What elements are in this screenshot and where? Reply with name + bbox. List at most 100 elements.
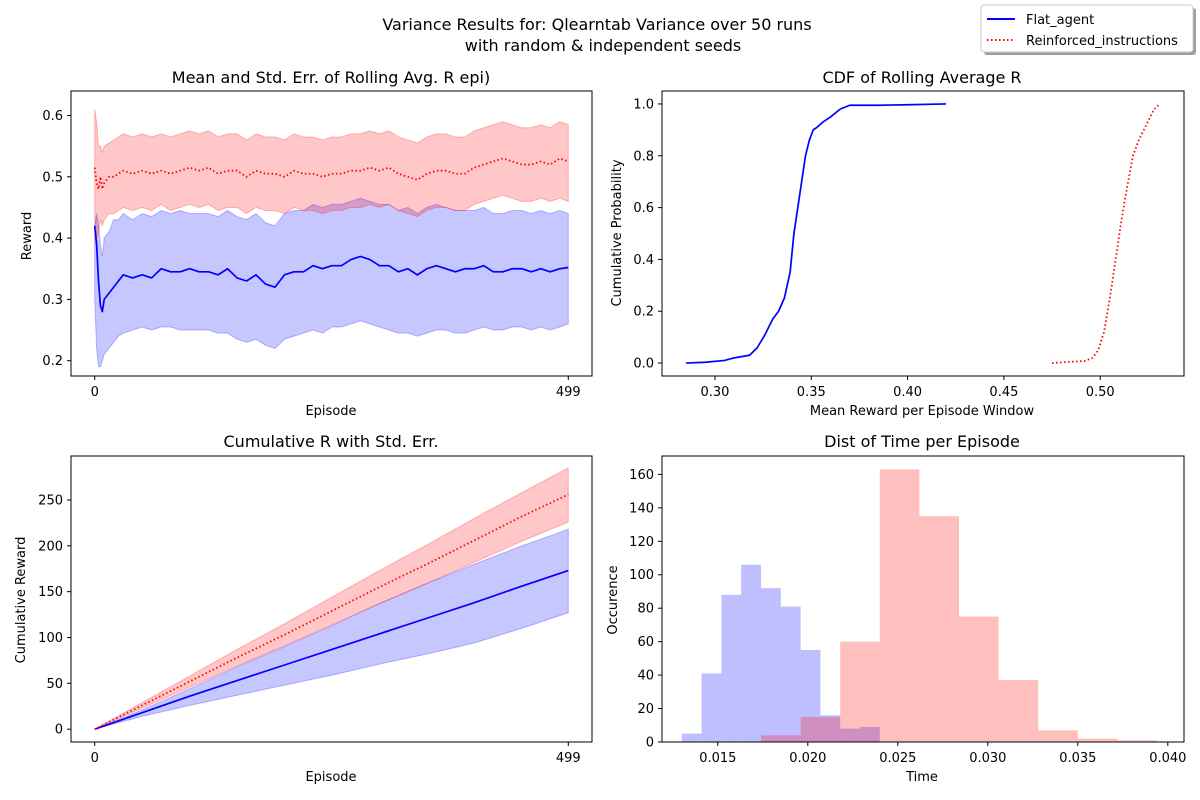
histogram-bar-flat [761,588,781,742]
y-tick-label: 0.4 [42,232,63,247]
y-axis-label: Occurence [606,565,621,634]
y-tick-label: 50 [46,677,63,692]
x-tick-label: 0.025 [879,751,916,766]
panel-cumulative: Cumulative R with Std. Err. Episode Cumu… [14,432,439,785]
y-tick-label: 0.0 [633,357,654,372]
panel-cdf: CDF of Rolling Average R Mean Reward per… [610,68,1034,419]
y-tick-label: 100 [629,568,654,583]
x-axis-label: Episode [305,404,356,419]
plot-rolling: 0 499 0.2 0.3 0.4 0.5 0.6 [42,90,593,400]
series-line-reinforced [1051,103,1161,364]
y-tick-label: 140 [629,501,654,516]
chart-title: Mean and Std. Err. of Rolling Avg. R epi… [172,68,490,87]
x-tick-label: 0 [91,751,99,766]
x-axis-label: Episode [305,770,356,785]
x-axis-label: Mean Reward per Episode Window [810,404,1035,419]
histogram-bar-flat [701,673,722,742]
series-line-reinforced [93,157,569,190]
histogram-bar-reinforced [998,680,1039,742]
y-axis-label: Cumulative Reward [14,537,29,664]
x-axis-label: Time [905,770,938,785]
y-tick-label: 1.0 [633,97,654,112]
std-err-band-flat [94,197,569,368]
y-tick-label: 160 [629,468,654,483]
y-tick-label: 250 [38,494,63,509]
legend: Flat_agent Reinforced_instructions [980,4,1196,55]
legend-label-reinforced: Reinforced_instructions [1026,34,1178,49]
legend-box [980,4,1194,53]
histogram-bar-reinforced [1077,738,1118,742]
y-tick-label: 0.3 [42,293,63,308]
chart-title: Dist of Time per Episode [824,432,1020,451]
suptitle-line-2: with random & independent seeds [465,36,741,55]
x-tick-label: 0.035 [1059,751,1096,766]
axes-frame [70,455,593,743]
y-axis-label: Reward [20,212,35,260]
histogram-bar-flat [800,650,821,742]
y-tick-label: 0 [55,723,63,738]
histogram-bar-flat [780,606,801,742]
y-tick-label: 150 [38,585,63,600]
x-tick-label: 0.40 [893,385,922,400]
histogram-bar-reinforced [1038,730,1078,742]
x-tick-label: 0.030 [969,751,1006,766]
series-line-flat [93,225,569,313]
y-tick-label: 0.5 [42,170,63,185]
histogram-bar-flat [681,733,702,742]
y-tick-label: 0.2 [42,354,63,369]
std-err-band-flat [94,528,569,730]
plot-hist: 0.015 0.020 0.025 0.030 0.035 0.040 0 20 40 60 80 1… [629,455,1186,766]
legend-label-flat: Flat_agent [1026,13,1094,28]
x-tick-label: 0.45 [989,385,1018,400]
y-tick-label: 0 [646,736,654,751]
y-tick-label: 120 [629,535,654,550]
series-line-reinforced [94,493,569,730]
axes-frame [661,90,1185,377]
histogram-bar-reinforced [761,735,801,742]
y-tick-label: 200 [38,539,63,554]
histogram-bar-flat [721,594,742,742]
y-tick-label: 0.6 [633,201,654,216]
series-line-flat [94,569,569,730]
axes-frame [70,90,593,377]
x-tick-label: 0.015 [699,751,736,766]
x-tick-label: 499 [556,385,581,400]
histogram-bar-flat [741,564,761,742]
histogram-bar-reinforced [1117,740,1157,742]
x-tick-label: 0 [91,385,99,400]
chart-title: CDF of Rolling Average R [822,68,1021,87]
histogram-bar-flat [840,728,860,742]
histogram-bar-reinforced [879,469,920,742]
x-tick-label: 0.50 [1086,385,1115,400]
suptitle-line-1: Variance Results for: Qlearntab Variance… [382,15,811,34]
y-tick-label: 0.4 [633,253,654,268]
histogram-bar-reinforced [840,641,880,742]
x-tick-label: 499 [556,751,581,766]
histogram-bar-reinforced [959,616,999,742]
y-tick-label: 20 [637,702,654,717]
y-tick-label: 0.2 [633,305,654,320]
x-tick-label: 0.020 [789,751,826,766]
series-line-flat [686,103,947,364]
x-tick-label: 0.040 [1149,751,1186,766]
histogram-bar-reinforced [919,516,959,742]
histogram-bar-flat [860,726,880,742]
y-tick-label: 40 [637,669,654,684]
x-tick-label: 0.35 [797,385,826,400]
y-tick-label: 0.8 [633,149,654,164]
y-tick-label: 60 [637,635,654,650]
histogram-bar-reinforced [800,716,841,742]
y-tick-label: 0.6 [42,109,63,124]
axes-frame [661,455,1185,743]
histogram-bar-flat [820,715,841,742]
chart-title: Cumulative R with Std. Err. [224,432,439,451]
std-err-band-reinforced [94,109,569,239]
x-tick-label: 0.30 [700,385,729,400]
plot-cdf: 0.30 0.35 0.40 0.45 0.50 0.0 0.2 0.4 0.6 0.8 1.0 [633,90,1185,400]
panel-time-histogram: Dist of Time per Episode Time Occurence [606,432,1020,785]
plot-cumulative: 0 499 0 50 100 150 200 250 [38,455,593,766]
y-axis-label: Cumulative Probability [610,159,625,306]
y-tick-label: 80 [637,602,654,617]
y-tick-label: 100 [38,631,63,646]
